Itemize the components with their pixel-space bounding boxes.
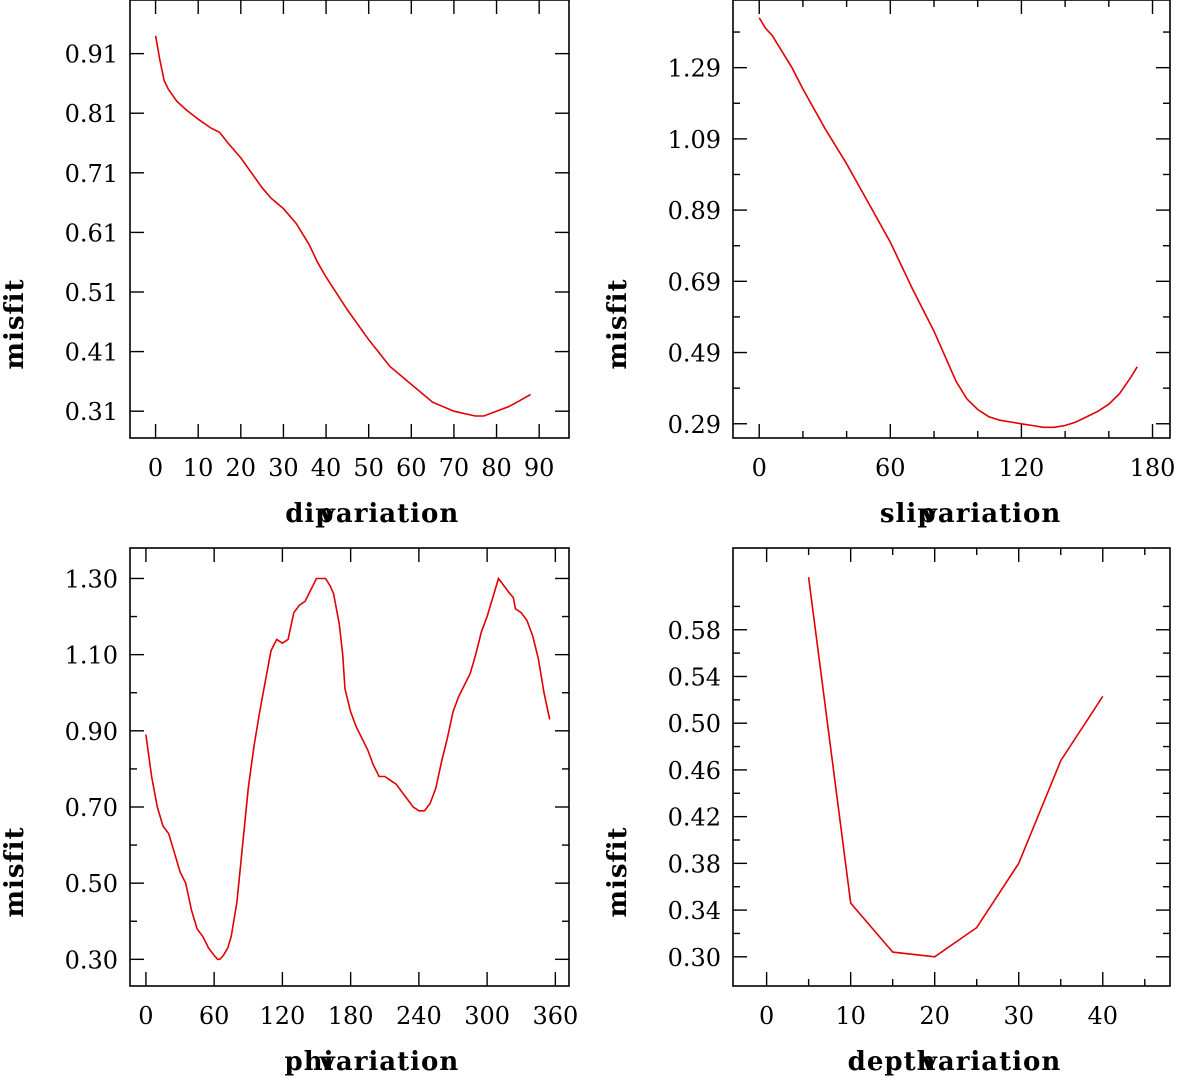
depth-x-tick-label: 10 xyxy=(835,1002,866,1030)
depth-x-axis-title-param: depth xyxy=(848,1047,937,1076)
dip-y-tick-label: 0.71 xyxy=(65,160,118,188)
dip-x-tick-label: 80 xyxy=(481,454,512,482)
depth-x-tick-label: 30 xyxy=(1003,1002,1034,1030)
slip-y-tick-label: 0.89 xyxy=(668,197,721,225)
depth-y-tick-label: 0.50 xyxy=(668,710,721,738)
dip-x-tick-label: 60 xyxy=(396,454,427,482)
dip-misfit-line xyxy=(154,35,531,417)
dip-y-tick-label: 0.31 xyxy=(65,398,118,426)
phi-misfit-line xyxy=(145,576,551,961)
phi-x-tick-label: 360 xyxy=(532,1002,578,1030)
slip-x-axis-title-variation: variation xyxy=(921,499,1062,529)
depth-misfit-line xyxy=(807,577,1104,958)
phi-y-tick-label: 0.70 xyxy=(65,794,118,822)
phi-y-tick-label: 1.10 xyxy=(65,642,118,670)
dip-x-tick-label: 30 xyxy=(268,454,299,482)
slip-x-axis-title-param: slip xyxy=(880,499,937,529)
slip-y-tick-label: 1.29 xyxy=(668,55,721,83)
dip-x-tick-label: 40 xyxy=(311,454,342,482)
dip-x-tick-label: 20 xyxy=(226,454,257,482)
slip-x-tick-label: 120 xyxy=(999,454,1045,482)
depth-x-tick-label: 40 xyxy=(1087,1002,1118,1030)
slip-misfit-line xyxy=(758,17,1138,429)
depth-y-tick-label: 0.42 xyxy=(668,804,721,832)
depth-y-axis-title: misfit xyxy=(603,826,633,917)
dip-panel: 0 10 20 30 40 50 60 70 80 90 0.31 0.41 0.51 0.61 0.71 0… xyxy=(0,0,570,529)
dip-y-tick-label: 0.51 xyxy=(65,279,118,307)
depth-y-tick-label: 0.54 xyxy=(668,663,721,691)
slip-y-tick-label: 0.69 xyxy=(668,268,721,296)
phi-y-tick-label: 1.30 xyxy=(65,565,118,593)
phi-x-tick-label: 240 xyxy=(396,1002,442,1030)
dip-y-tick-label: 0.81 xyxy=(65,100,118,128)
depth-y-tick-label: 0.30 xyxy=(668,944,721,972)
phi-y-axis-title: misfit xyxy=(0,826,30,917)
phi-x-axis-title-param: phi xyxy=(285,1047,335,1076)
phi-y-tick-label: 0.50 xyxy=(65,870,118,898)
slip-y-tick-label: 0.29 xyxy=(668,411,721,439)
phi-x-tick-label: 180 xyxy=(328,1002,374,1030)
dip-x-tick-label: 0 xyxy=(148,454,163,482)
depth-y-tick-label: 0.34 xyxy=(668,897,721,925)
dip-x-tick-label: 90 xyxy=(524,454,555,482)
dip-plot-frame xyxy=(129,0,570,439)
slip-x-tick-label: 0 xyxy=(752,454,767,482)
dip-x-tick-label: 70 xyxy=(439,454,470,482)
depth-x-tick-label: 0 xyxy=(759,1002,774,1030)
slip-y-axis-title: misfit xyxy=(603,278,633,369)
slip-y-tick-label: 1.09 xyxy=(668,126,721,154)
slip-x-tick-label: 180 xyxy=(1130,454,1176,482)
phi-plot-frame xyxy=(129,547,570,987)
slip-plot-frame xyxy=(732,0,1171,439)
dip-y-axis-title: misfit xyxy=(0,278,30,369)
phi-x-axis-title-variation: variation xyxy=(319,1047,460,1076)
depth-y-tick-label: 0.46 xyxy=(668,757,721,785)
phi-x-tick-label: 60 xyxy=(199,1002,230,1030)
slip-y-tick-label: 0.49 xyxy=(668,340,721,368)
dip-x-tick-label: 10 xyxy=(183,454,214,482)
depth-y-tick-label: 0.58 xyxy=(668,617,721,645)
phi-y-tick-label: 0.30 xyxy=(65,946,118,974)
dip-y-tick-label: 0.61 xyxy=(65,219,118,247)
phi-x-tick-label: 120 xyxy=(259,1002,305,1030)
depth-x-axis-title-variation: variation xyxy=(921,1047,1062,1076)
dip-x-tick-label: 50 xyxy=(353,454,384,482)
depth-plot-frame xyxy=(732,547,1171,987)
depth-y-tick-label: 0.38 xyxy=(668,850,721,878)
phi-x-tick-label: 300 xyxy=(464,1002,510,1030)
dip-x-axis-title-variation: variation xyxy=(319,499,460,529)
slip-x-tick-label: 60 xyxy=(875,454,906,482)
dip-y-tick-label: 0.41 xyxy=(65,339,118,367)
phi-y-tick-label: 0.90 xyxy=(65,718,118,746)
slip-panel: 0 60 120 180 0.29 0.49 0.69 0.89 1.09 1.29 slipvar… xyxy=(603,0,1175,529)
phi-panel: 0 60 120 180 240 300 360 0.30 0.50 0.70 0.90 1.10 1.… xyxy=(0,547,578,1077)
phi-x-tick-label: 0 xyxy=(138,1002,153,1030)
depth-x-tick-label: 20 xyxy=(919,1002,950,1030)
dip-y-tick-label: 0.91 xyxy=(65,41,118,69)
dip-x-axis-title-param: dip xyxy=(285,499,334,529)
depth-panel: 0 10 20 30 40 0.30 0.34 0.38 0.42 0.46 0.50 0.54 0.5… xyxy=(603,547,1171,1077)
